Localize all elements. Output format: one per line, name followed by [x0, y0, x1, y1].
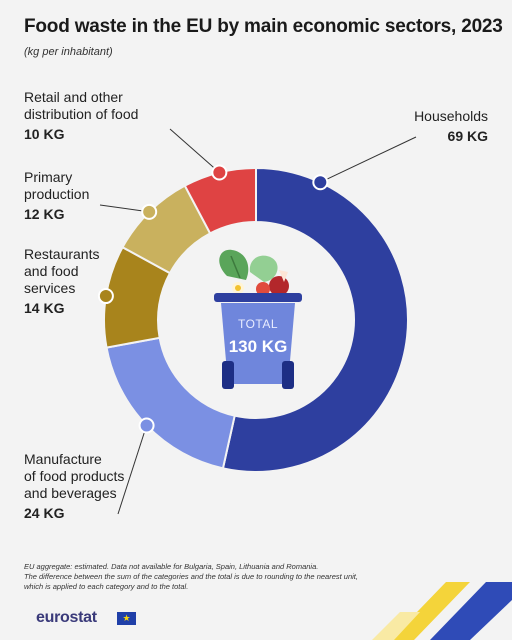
marker-households — [312, 174, 329, 191]
eurostat-logo: eurostat — [36, 609, 97, 626]
slice-retail — [183, 166, 257, 235]
slice-households — [221, 166, 409, 473]
chart-subtitle: (kg per inhabitant) — [24, 46, 113, 58]
leader-line-primary — [99, 204, 150, 213]
marker-retail — [211, 164, 228, 181]
label-manufacture: Manufacture of food products and beverag… — [24, 451, 124, 522]
label-retail-name: Retail and other distribution of food — [24, 89, 139, 122]
footnote: EU aggregate: estimated. Data not availa… — [24, 562, 384, 592]
label-households-value: 69 KG — [447, 128, 488, 144]
leader-line-manufacture — [117, 425, 148, 515]
label-primary: Primary production 12 KG — [24, 169, 89, 223]
footnote-line-1: EU aggregate: estimated. Data not availa… — [24, 562, 319, 571]
label-restaurants-name: Restaurants and food services — [24, 246, 100, 296]
footnote-line-3: which is applied to each category and to… — [24, 582, 189, 591]
label-retail-value: 10 KG — [24, 126, 65, 142]
label-primary-name: Primary production — [24, 169, 90, 202]
total-label: TOTAL — [237, 317, 279, 331]
label-manufacture-name: Manufacture of food products and beverag… — [24, 451, 125, 501]
label-households: Households 69 KG — [414, 108, 488, 145]
waste-bin-icon — [214, 249, 302, 389]
label-manufacture-value: 24 KG — [24, 505, 65, 521]
marker-restaurants — [97, 288, 114, 305]
label-households-name: Households — [414, 108, 488, 124]
footnote-line-2: The difference between the sum of the ca… — [24, 572, 358, 581]
chart-title: Food waste in the EU by main economic se… — [24, 16, 503, 37]
label-primary-value: 12 KG — [24, 206, 65, 222]
leader-line-retail — [169, 128, 220, 173]
marker-primary — [141, 203, 158, 220]
marker-manufacture — [138, 417, 155, 434]
eurostat-swoosh — [372, 582, 512, 640]
eu-flag-icon: ★ — [117, 612, 136, 625]
label-restaurants-value: 14 KG — [24, 300, 65, 316]
leader-line-households — [320, 136, 417, 183]
label-restaurants: Restaurants and food services 14 KG — [24, 246, 99, 317]
total-value: 130 KG — [228, 337, 288, 356]
label-retail: Retail and other distribution of food 10… — [24, 89, 138, 143]
slice-manufacture — [105, 336, 236, 470]
